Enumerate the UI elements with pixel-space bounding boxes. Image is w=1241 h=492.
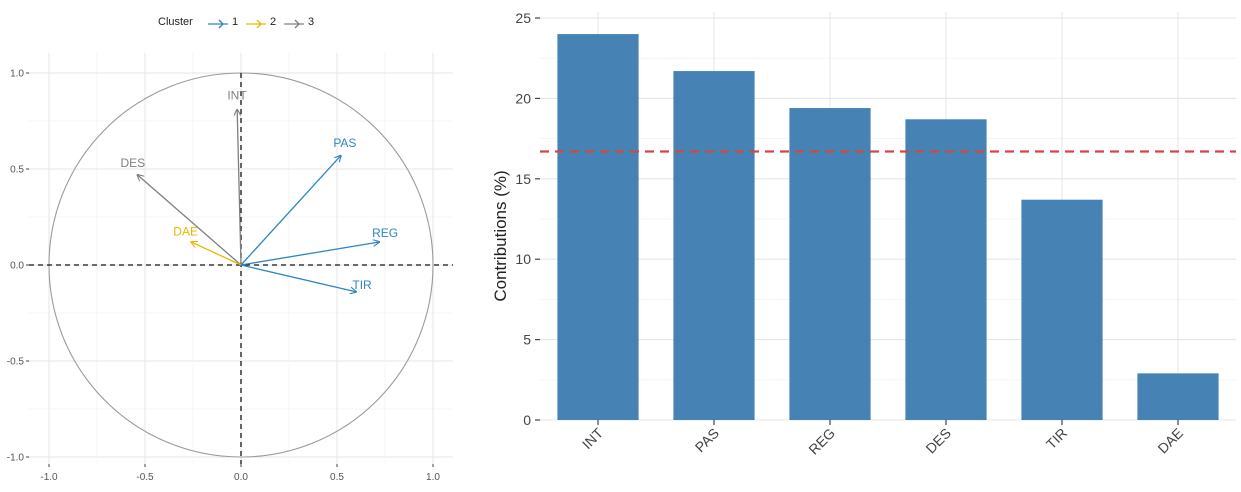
x-tick-label: DAE — [1154, 425, 1186, 457]
x-tick-label: TIR — [1043, 425, 1070, 452]
y-tick-label: 20 — [515, 90, 531, 106]
y-tick-label: 5 — [523, 332, 531, 348]
vector-label: TIR — [352, 278, 372, 292]
grid — [540, 12, 1236, 421]
y-tick-label: 0.0 — [10, 261, 24, 272]
legend-label: 2 — [270, 16, 276, 28]
bar — [905, 119, 987, 420]
x-tick-label: -0.5 — [136, 472, 154, 483]
variable-vectors: INT PAS DES DAE REG TIR — [120, 88, 398, 292]
y-axis-label: Contributions (%) — [491, 170, 510, 301]
bar — [557, 34, 639, 420]
vector-label: PAS — [333, 136, 356, 150]
y-axis-ticks: -1.0 -0.5 0.0 0.5 1.0 — [7, 69, 29, 464]
x-tick-label: REG — [805, 425, 838, 458]
y-tick-label: -0.5 — [7, 357, 25, 368]
x-axis-ticks: -1.0 -0.5 0.0 0.5 1.0 — [40, 464, 440, 483]
correlation-circle-plot: INT PAS DES DAE REG TIR -1.0 -0.5 0.0 0.5 1.0 -1.… — [7, 16, 453, 483]
vector-arrow — [137, 175, 242, 266]
y-tick-label: 25 — [515, 10, 531, 26]
bar — [789, 108, 871, 420]
legend-label: 1 — [232, 16, 238, 28]
x-tick-label: PAS — [692, 425, 722, 455]
bar — [1021, 199, 1103, 420]
y-tick-label: 0 — [523, 412, 531, 428]
legend: Cluster 1 2 3 — [158, 16, 314, 29]
vector-label: REG — [372, 226, 398, 240]
vector-arrow — [240, 242, 379, 266]
legend-key-arrow-icon — [256, 19, 262, 29]
legend-title: Cluster — [158, 16, 193, 28]
vector-label: DES — [120, 156, 145, 170]
x-tick-label: INT — [579, 424, 607, 452]
vector-label: INT — [227, 88, 247, 102]
x-tick-label: 0.5 — [330, 472, 344, 483]
vector-arrow — [240, 156, 341, 266]
x-tick-label: 0.0 — [234, 472, 248, 483]
y-tick-label: 10 — [515, 251, 531, 267]
x-tick-label: 1.0 — [426, 472, 440, 483]
contribution-bar-chart: 0 5 10 15 20 25 INT PAS REG DES TIR DAE Contributi… — [491, 10, 1236, 458]
x-tick-label: DES — [922, 425, 954, 457]
bar — [1137, 373, 1219, 420]
bars — [557, 34, 1219, 421]
x-tick-label: -1.0 — [40, 472, 58, 483]
bar — [673, 71, 755, 421]
y-axis-ticks: 0 5 10 15 20 25 — [515, 10, 540, 428]
legend-key-arrow-icon — [294, 19, 300, 29]
vector-arrow — [191, 242, 242, 266]
y-tick-label: 1.0 — [10, 69, 24, 80]
y-tick-label: 0.5 — [10, 165, 24, 176]
legend-entries: 1 2 3 — [208, 16, 314, 29]
y-tick-label: 15 — [515, 171, 531, 187]
legend-key-arrow-icon — [218, 19, 224, 29]
vector-label: DAE — [173, 224, 198, 238]
legend-label: 3 — [308, 16, 314, 28]
y-tick-label: -1.0 — [7, 453, 25, 464]
vector-arrow — [237, 109, 242, 266]
vector-arrow — [240, 264, 356, 292]
x-axis-ticks: INT PAS REG DES TIR DAE — [579, 420, 1186, 458]
